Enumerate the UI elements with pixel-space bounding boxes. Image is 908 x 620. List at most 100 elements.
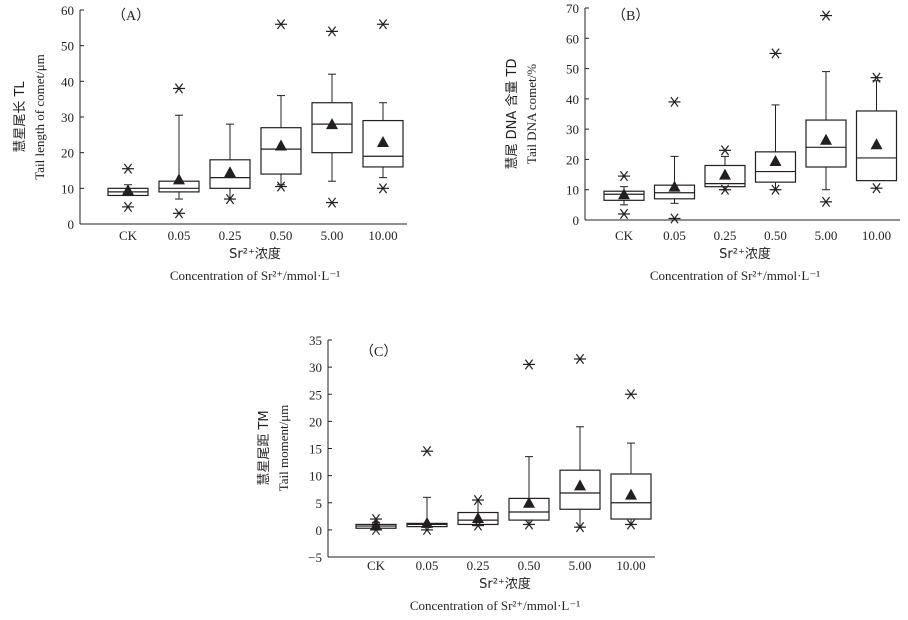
- x-axis-label-cn: Sr²⁺浓度: [719, 246, 771, 262]
- box-group-5.00: [311, 26, 353, 208]
- x-tick-label: CK: [615, 228, 634, 243]
- mean-marker: [370, 519, 382, 531]
- outlier-asterisk: [668, 213, 681, 224]
- y-tick-label: 60: [61, 3, 74, 18]
- outlier-asterisk: [870, 183, 883, 194]
- x-tick-label: 5.00: [815, 228, 838, 243]
- y-axis-label-en: Tail DNA comet/%: [524, 64, 539, 164]
- outlier-asterisk: [668, 96, 681, 108]
- x-tick-label: CK: [119, 228, 138, 243]
- box-iqr: [260, 127, 302, 175]
- mean-marker: [769, 154, 782, 166]
- x-tick-label: 5.00: [569, 558, 592, 573]
- outlier-asterisk: [421, 446, 433, 457]
- outlier-asterisk: [769, 48, 782, 59]
- x-axis-label-en: Concentration of Sr²⁺/mmol·L⁻¹: [410, 598, 580, 613]
- y-tick-label: 70: [566, 1, 579, 16]
- x-tick-label: 0.25: [467, 558, 490, 573]
- outlier-asterisk: [173, 208, 185, 219]
- box-group-0.50: [260, 19, 302, 192]
- x-tick-label: 10.00: [368, 228, 397, 243]
- box-group-10.00: [610, 389, 652, 530]
- y-tick-label: 0: [68, 217, 75, 232]
- x-tick-label: 10.00: [616, 558, 645, 573]
- y-tick-label: 25: [309, 387, 322, 402]
- mean-marker: [275, 139, 287, 151]
- box-group-CK: [355, 513, 397, 536]
- chart-panel-a: 0 10 20 30 40 50 60 CK 0.05 0.25 0.50 5.00 10.00 （A） 慧…: [12, 3, 407, 283]
- mean-marker: [618, 188, 630, 200]
- mean-marker: [472, 511, 484, 523]
- y-tick-label: 0: [573, 213, 580, 228]
- y-tick-label: 10: [61, 181, 74, 196]
- box-group-0.05: [158, 83, 200, 219]
- x-tick-label: 0.05: [416, 558, 439, 573]
- outlier-asterisk: [769, 184, 782, 195]
- y-tick-label: 40: [61, 74, 74, 89]
- box-group-0.05: [406, 446, 448, 536]
- y-tick-label: 30: [61, 110, 74, 125]
- mean-marker: [870, 138, 883, 150]
- outlier-asterisk: [618, 208, 630, 220]
- x-tick-label: 0.50: [764, 228, 787, 243]
- outlier-asterisk: [326, 197, 338, 208]
- outlier-asterisk: [625, 519, 637, 530]
- mean-marker: [523, 496, 535, 508]
- box-group-0.50: [754, 48, 797, 195]
- x-tick-label: 0.25: [219, 228, 242, 243]
- outlier-asterisk: [377, 19, 389, 30]
- outlier-asterisk: [122, 201, 134, 213]
- y-axis-label-en: Tail moment/μm: [276, 405, 291, 492]
- y-tick-label: 40: [566, 92, 579, 107]
- y-tick-label: 35: [309, 333, 322, 348]
- outlier-asterisk: [820, 196, 832, 207]
- x-tick-label: 0.50: [518, 558, 541, 573]
- y-tick-label: 5: [316, 496, 323, 511]
- panel-label: （A）: [112, 8, 150, 24]
- mean-marker: [574, 479, 586, 491]
- outlier-asterisk: [820, 10, 832, 21]
- x-tick-label: 0.05: [168, 228, 191, 243]
- x-tick-label: 10.00: [862, 228, 891, 243]
- chart-panel-c: −5 0 5 10 15 20 25 30 35 CK 0.05 0.25 0.50 5.00 10.00 （…: [256, 333, 655, 613]
- mean-marker: [668, 180, 681, 192]
- box-group-0.50: [508, 359, 550, 530]
- outlier-asterisk: [719, 184, 731, 195]
- y-tick-label: 50: [566, 62, 579, 77]
- y-axis-label-en: Tail length of comet/μm: [32, 54, 47, 180]
- y-tick-label: 15: [309, 442, 322, 457]
- y-tick-label: 30: [309, 360, 322, 375]
- box-group-CK: [107, 163, 149, 213]
- x-axis-label-cn: Sr²⁺浓度: [479, 576, 531, 592]
- mean-marker: [820, 133, 832, 145]
- box-group-5.00: [805, 10, 847, 207]
- outlier-asterisk: [523, 359, 535, 370]
- mean-marker: [719, 168, 731, 180]
- y-axis-label-cn: 慧星尾长 TL: [12, 81, 28, 153]
- x-axis-label-cn: Sr²⁺浓度: [229, 246, 281, 262]
- x-tick-label: 0.50: [270, 228, 293, 243]
- outlier-asterisk: [122, 163, 134, 174]
- mean-marker: [421, 516, 433, 528]
- y-tick-label: 30: [566, 122, 579, 137]
- outlier-asterisk: [173, 83, 185, 94]
- outlier-asterisk: [326, 26, 338, 37]
- mean-marker: [173, 173, 185, 185]
- outlier-asterisk: [625, 389, 637, 400]
- mean-marker: [625, 488, 637, 500]
- x-tick-label: 0.25: [714, 228, 737, 243]
- mean-marker: [122, 184, 134, 196]
- box-group-CK: [603, 170, 645, 220]
- y-axis-label-cn: 慧尾 DNA 含量 TD: [504, 59, 520, 170]
- panel-label: （B）: [612, 8, 649, 24]
- outlier-asterisk: [618, 170, 630, 182]
- y-tick-label: 50: [61, 39, 74, 54]
- x-tick-label: 5.00: [321, 228, 344, 243]
- outlier-asterisk: [574, 353, 586, 365]
- y-tick-label: 10: [566, 183, 579, 198]
- mean-marker: [377, 135, 389, 147]
- outlier-asterisk: [472, 494, 484, 506]
- outlier-asterisk: [421, 524, 433, 536]
- x-axis-label-en: Concentration of Sr²⁺/mmol·L⁻¹: [170, 268, 340, 283]
